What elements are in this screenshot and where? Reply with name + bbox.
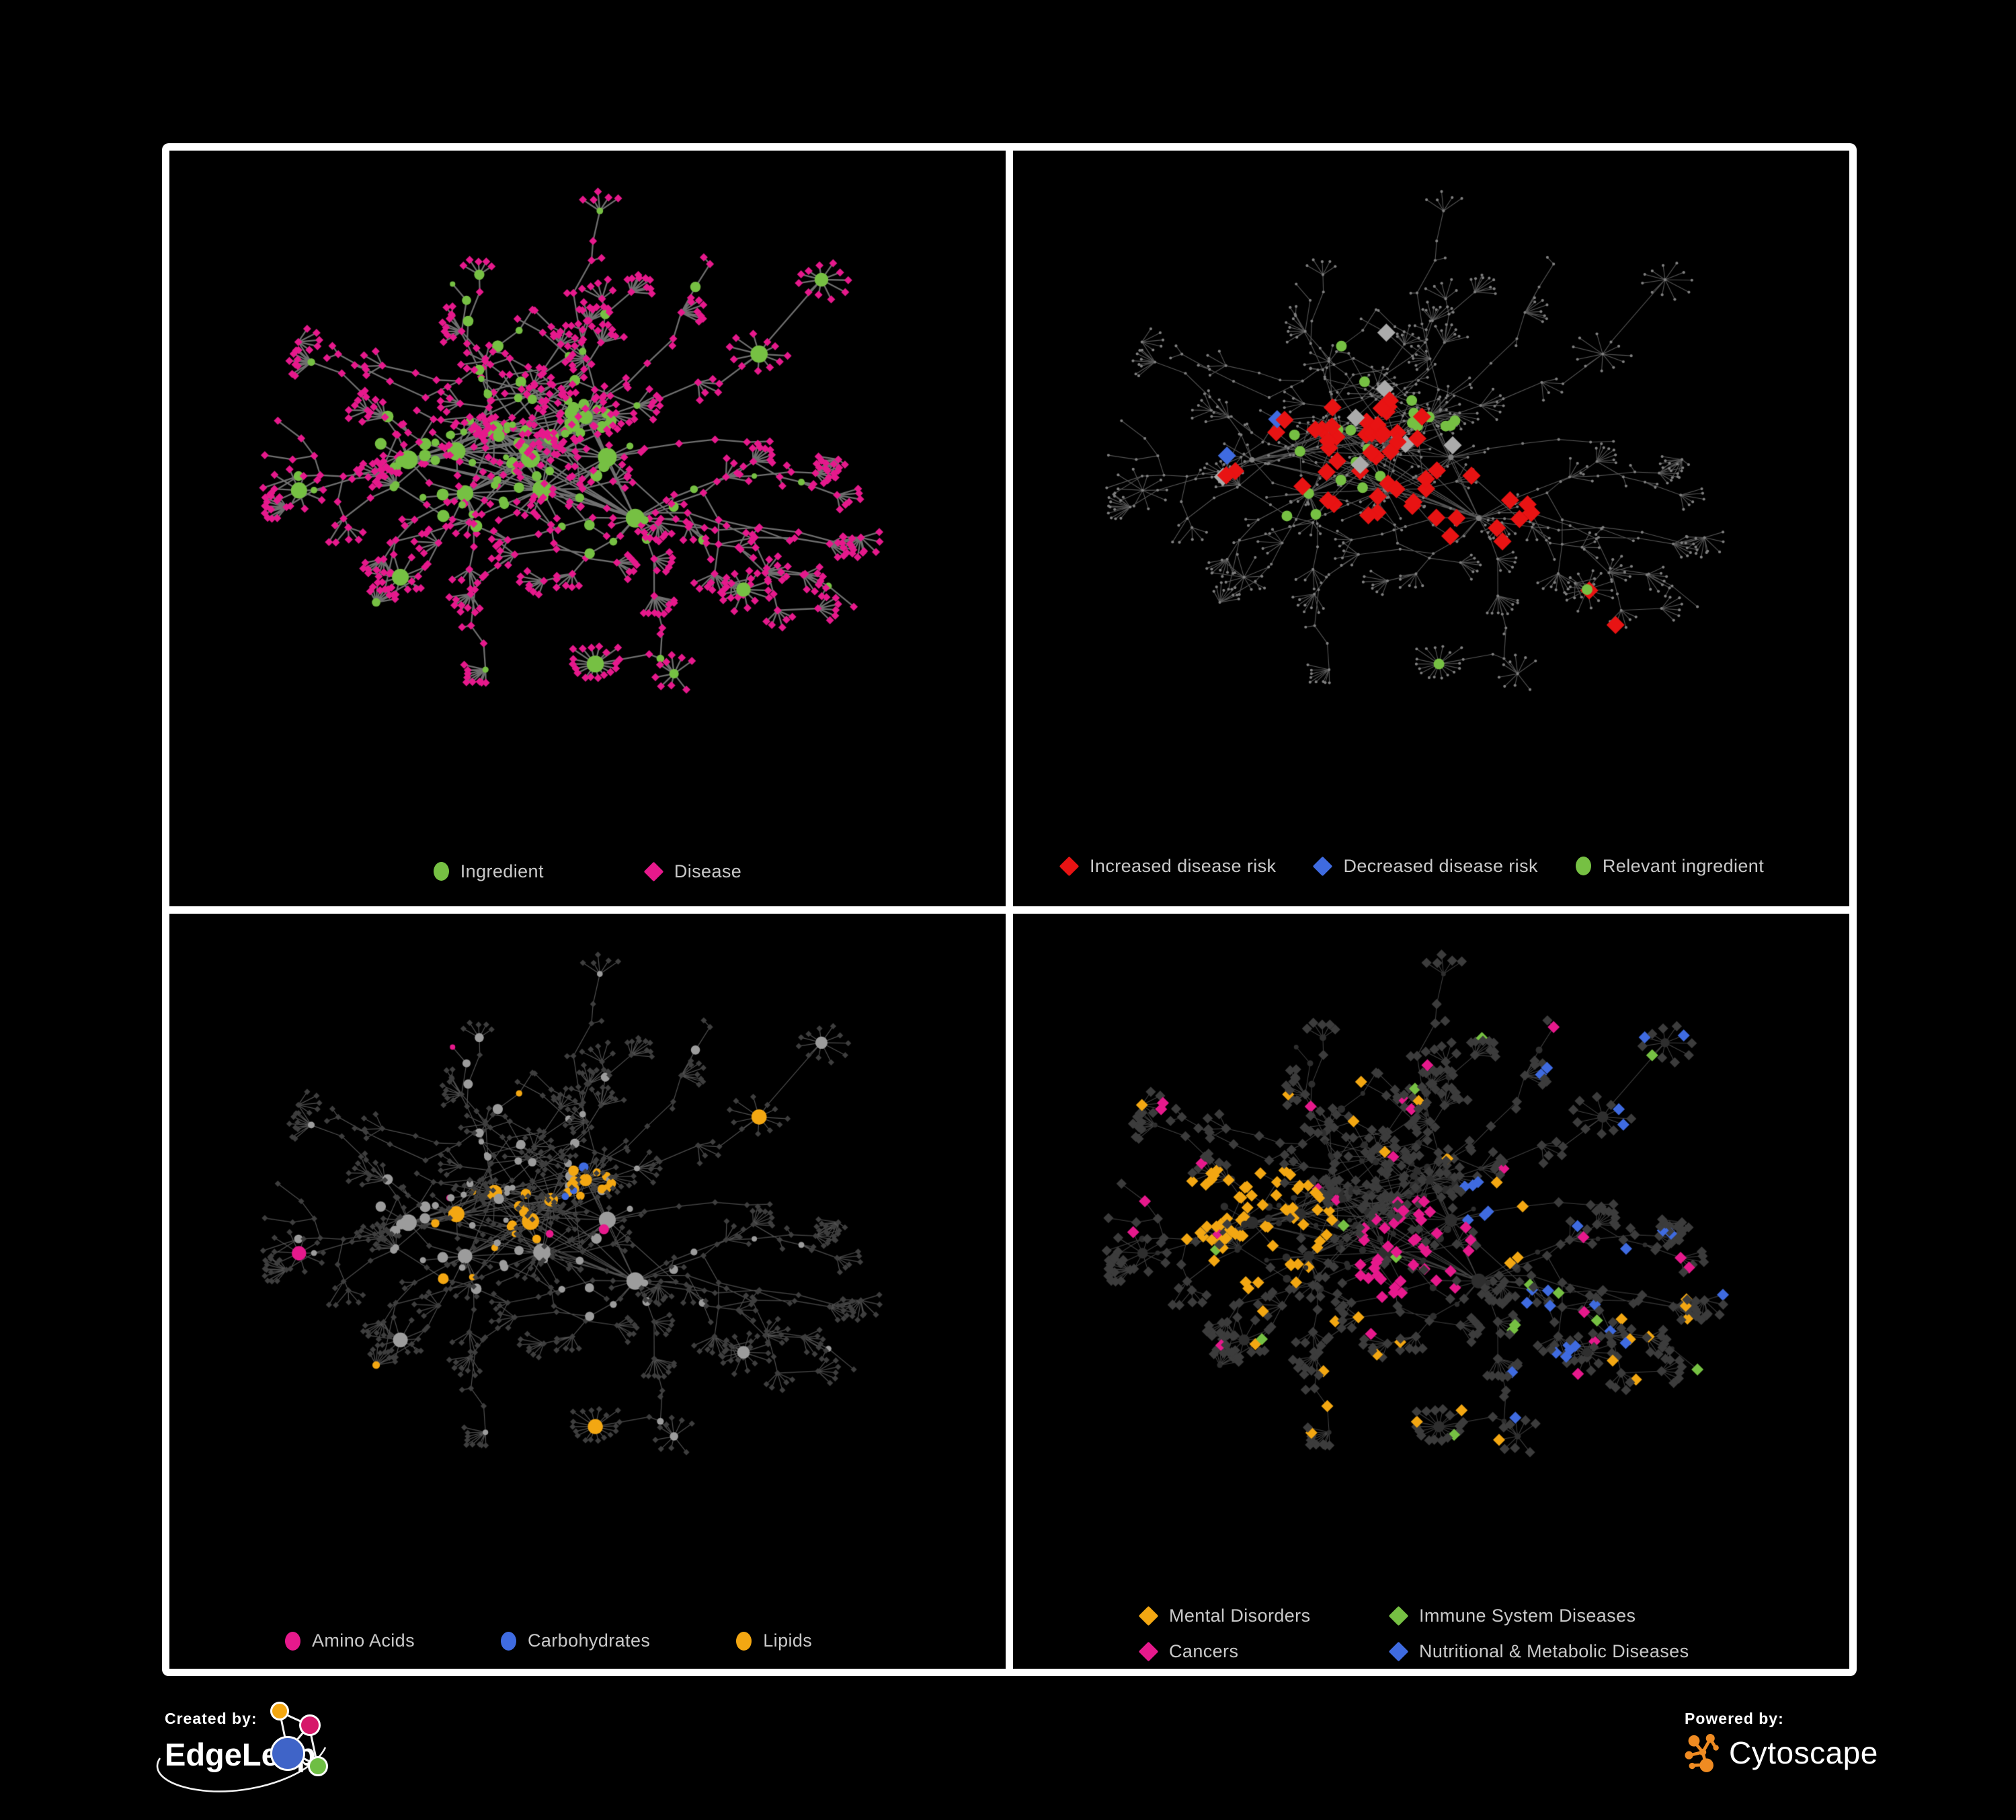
circle-swatch (1575, 857, 1591, 875)
diamond-swatch (1059, 856, 1080, 876)
network-canvas-disease-classes (1013, 913, 1849, 1669)
diamond-swatch (643, 861, 664, 881)
legend-label: Lipids (763, 1630, 813, 1651)
legend-label: Immune System Diseases (1419, 1606, 1636, 1626)
legend-item-immune-system-diseases: Immune System Diseases (1388, 1606, 1849, 1626)
network-canvas-nutrient-classes (169, 913, 1006, 1669)
legend-item-increased-disease-risk: Increased disease risk (1059, 855, 1277, 877)
legend-label: Cancers (1169, 1641, 1239, 1661)
circle-swatch (736, 1631, 752, 1651)
cytoscape-logo-icon (1685, 1734, 1719, 1772)
edgeleap-logo-icon (270, 1702, 328, 1776)
panel-nutrient-classes: Amino Acids Carbohydrates Lipids (169, 913, 1006, 1669)
cytoscape-branding: Powered by: Cytoscape (1685, 1710, 1878, 1774)
legend-label: Increased disease risk (1090, 855, 1277, 876)
legend-label: Carbohydrates (527, 1630, 651, 1651)
legend-label: Nutritional & Metabolic Diseases (1419, 1641, 1689, 1661)
diamond-swatch (1313, 856, 1333, 876)
legend-item-carbohydrates: Carbohydrates (500, 1630, 651, 1651)
legend-item-ingredient: Ingredient (433, 861, 544, 882)
panel-grid: Ingredient Disease Increased disease risk… (162, 143, 1857, 1676)
legend-item-cancers: Cancers (1138, 1641, 1389, 1662)
legend-item-amino-acids: Amino Acids (285, 1630, 415, 1651)
cytoscape-wordmark: Cytoscape (1729, 1735, 1878, 1770)
circle-swatch (285, 1631, 300, 1651)
diamond-swatch (1388, 1606, 1409, 1626)
diamond-swatch (1138, 1641, 1159, 1662)
legend-label: Ingredient (460, 861, 544, 881)
legend-item-mental-disorders: Mental Disorders (1138, 1606, 1389, 1626)
diamond-swatch (1388, 1641, 1409, 1662)
legend-label: Disease (674, 861, 742, 881)
legend-item-decreased-disease-risk: Decreased disease risk (1313, 855, 1538, 877)
legend-nutrient-classes: Amino Acids Carbohydrates Lipids (169, 1630, 1006, 1651)
legend-ingredient-disease: Ingredient Disease (169, 861, 1006, 882)
legend-label: Amino Acids (312, 1630, 415, 1651)
panel-disease-classes: Mental Disorders Immune System Diseases Ca… (1013, 913, 1849, 1669)
created-by-label: Created by: (165, 1710, 257, 1727)
legend-item-relevant-ingredient: Relevant ingredient (1575, 855, 1765, 877)
legend-item-nutritional-metabolic-diseases: Nutritional & Metabolic Diseases (1388, 1641, 1849, 1662)
panel-ingredient-disease: Ingredient Disease (169, 151, 1006, 906)
diamond-swatch (1138, 1606, 1159, 1626)
circle-swatch (500, 1631, 516, 1651)
network-canvas-disease-risk (1013, 151, 1849, 906)
legend-item-lipids: Lipids (736, 1630, 812, 1651)
circle-swatch (433, 862, 449, 881)
legend-disease-risk: Increased disease risk Decreased disease … (1013, 856, 1849, 877)
panel-disease-risk: Increased disease risk Decreased disease … (1013, 151, 1849, 906)
legend-item-disease: Disease (643, 861, 742, 882)
powered-by-label: Powered by: (1685, 1710, 1784, 1727)
legend-label: Decreased disease risk (1343, 855, 1538, 876)
legend-label: Relevant ingredient (1602, 855, 1765, 876)
legend-disease-classes: Mental Disorders Immune System Diseases Ca… (1013, 1606, 1849, 1662)
legend-label: Mental Disorders (1169, 1606, 1311, 1626)
network-canvas-ingredient-disease (169, 151, 1006, 906)
